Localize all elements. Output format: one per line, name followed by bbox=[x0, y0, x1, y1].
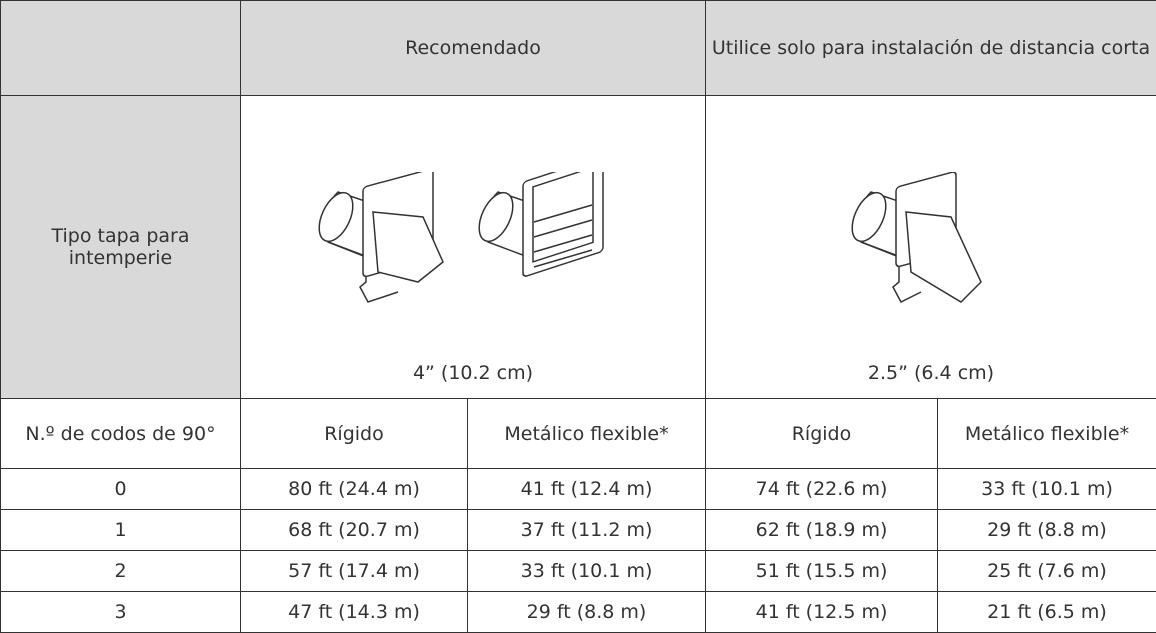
max-length: 29 ft (8.8 m) bbox=[938, 510, 1156, 551]
max-length: 41 ft (12.5 m) bbox=[706, 592, 938, 633]
column-header-row: N.º de codos de 90° Rígido Metálico flex… bbox=[1, 399, 1156, 469]
max-length: 47 ft (14.3 m) bbox=[241, 592, 468, 633]
max-length: 25 ft (7.6 m) bbox=[938, 551, 1156, 592]
max-length: 57 ft (17.4 m) bbox=[241, 551, 468, 592]
vent-size: 2.5” (6.4 cm) bbox=[868, 362, 994, 384]
max-length: 33 ft (10.1 m) bbox=[468, 551, 706, 592]
elbow-count: 3 bbox=[1, 592, 241, 633]
header-cell: Utilice solo para instalación de distanc… bbox=[706, 1, 1156, 96]
header-row: Recomendado Utilice solo para instalació… bbox=[1, 1, 1156, 96]
max-length: 33 ft (10.1 m) bbox=[938, 469, 1156, 510]
max-length: 68 ft (20.7 m) bbox=[241, 510, 468, 551]
row-label: Tipo tapa para intemperie bbox=[1, 96, 241, 399]
vent-size: 4” (10.2 cm) bbox=[413, 362, 533, 384]
elbow-count: 2 bbox=[1, 551, 241, 592]
max-length: 74 ft (22.6 m) bbox=[706, 469, 938, 510]
max-length: 21 ft (6.5 m) bbox=[938, 592, 1156, 633]
vent-row: Tipo tapa para intemperie 4” (10.2 cm) 2… bbox=[1, 96, 1156, 399]
column-header: Metálico flexible* bbox=[468, 399, 706, 469]
column-header: Rígido bbox=[706, 399, 938, 469]
vent-icon bbox=[841, 172, 1021, 322]
column-header: Rígido bbox=[241, 399, 468, 469]
header-cell: Recomendado bbox=[241, 1, 706, 96]
vent-icons bbox=[308, 172, 638, 322]
empty-cell bbox=[1, 1, 241, 96]
max-length: 62 ft (18.9 m) bbox=[706, 510, 938, 551]
column-header: N.º de codos de 90° bbox=[1, 399, 241, 469]
max-length: 37 ft (11.2 m) bbox=[468, 510, 706, 551]
vent-cell: 2.5” (6.4 cm) bbox=[706, 96, 1156, 399]
max-length: 41 ft (12.4 m) bbox=[468, 469, 706, 510]
vent-cell: 4” (10.2 cm) bbox=[241, 96, 706, 399]
elbow-count: 0 bbox=[1, 469, 241, 510]
elbow-count: 1 bbox=[1, 510, 241, 551]
max-length: 80 ft (24.4 m) bbox=[241, 469, 468, 510]
column-header: Metálico flexible* bbox=[938, 399, 1156, 469]
max-length: 29 ft (8.8 m) bbox=[468, 592, 706, 633]
max-length: 51 ft (15.5 m) bbox=[706, 551, 938, 592]
